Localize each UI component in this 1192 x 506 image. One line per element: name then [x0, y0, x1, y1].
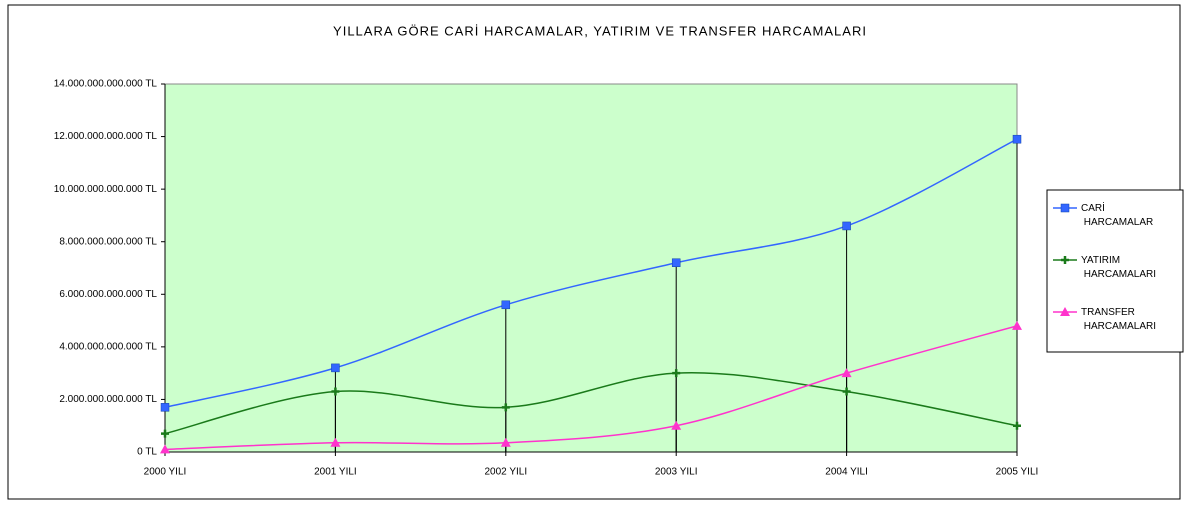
- legend-swatch-marker: [1061, 256, 1069, 264]
- data-point: [331, 387, 340, 396]
- legend-swatch-marker: [1060, 307, 1070, 316]
- y-tick-label: 12.000.000.000.000 TL: [54, 131, 158, 142]
- data-point: [160, 444, 170, 454]
- y-tick-label: 2.000.000.000.000 TL: [59, 394, 157, 405]
- y-tick-label: 10.000.000.000.000 TL: [54, 184, 158, 195]
- data-point: [841, 368, 852, 378]
- y-tick-label: 6.000.000.000.000 TL: [59, 289, 157, 300]
- legend-swatch-marker: [1060, 203, 1070, 213]
- data-point: [501, 403, 510, 412]
- data-point: [672, 369, 681, 378]
- x-tick-label: 2000 YILI: [144, 467, 187, 478]
- legend-label: TRANSFER HARCAMALARI: [1081, 307, 1156, 332]
- data-point: [1013, 421, 1021, 430]
- y-tick-label: 14.000.000.000.000 TL: [54, 79, 158, 90]
- data-point: [842, 387, 851, 396]
- legend-label: YATIRIM HARCAMALARI: [1081, 255, 1156, 280]
- data-point: [160, 403, 170, 412]
- x-tick-label: 2002 YILI: [484, 467, 527, 478]
- data-point: [331, 363, 340, 373]
- series-line: [164, 138, 1018, 409]
- data-point: [1012, 320, 1022, 330]
- y-tick-label: 0 TL: [137, 447, 157, 458]
- data-point: [671, 420, 682, 430]
- y-tick-label: 8.000.000.000.000 TL: [59, 236, 157, 247]
- chart-title: YILLARA GÖRE CARİ HARCAMALAR, YATIRIM VE…: [333, 23, 867, 38]
- plot-area: [164, 83, 1018, 453]
- x-tick-label: 2004 YILI: [825, 467, 868, 478]
- y-tick-label: 4.000.000.000.000 TL: [59, 341, 157, 352]
- series-line: [164, 372, 1018, 435]
- x-tick-label: 2001 YILI: [314, 467, 357, 478]
- data-point: [330, 437, 341, 447]
- data-point: [501, 300, 511, 310]
- data-point: [842, 221, 851, 231]
- x-tick-label: 2005 YILI: [996, 467, 1039, 478]
- data-point: [161, 429, 169, 438]
- series-line: [164, 325, 1018, 451]
- data-point: [671, 258, 681, 267]
- data-point: [1012, 134, 1022, 144]
- data-point: [500, 437, 511, 447]
- legend-label: CARİ HARCAMALAR: [1081, 201, 1153, 228]
- legend-box: [1046, 189, 1184, 353]
- x-tick-label: 2003 YILI: [655, 467, 698, 478]
